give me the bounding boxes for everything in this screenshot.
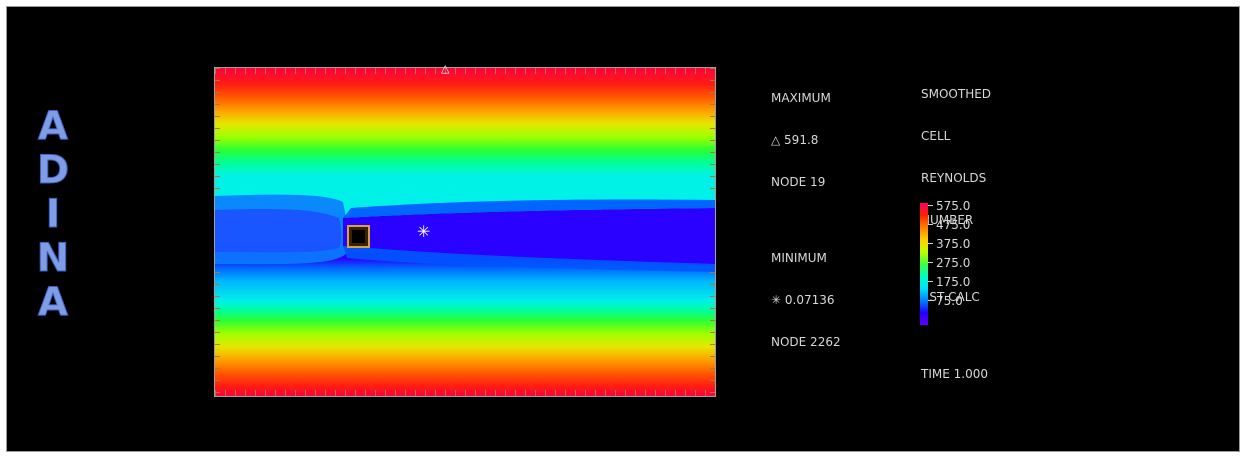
colorbar-label: 75.0 [936,294,963,308]
minimum-node: NODE 2262 [771,335,841,349]
minimum-value: ✳ 0.07136 [771,293,835,307]
contour-plot[interactable] [214,67,716,397]
result-description: SMOOTHED CELL REYNOLDS NUMBER RST CALC T… [921,59,991,409]
colorbar-label: 275.0 [936,256,971,270]
result-line: SMOOTHED [921,87,992,101]
colorbar-label: 175.0 [936,275,971,289]
viewport-frame: A D I N A △ ✳ MAXIMUM △ 591.8 NODE 19 MI… [6,6,1240,452]
colorbar-tick [928,262,933,263]
logo-letter: I [45,192,61,237]
colorbar-label: 375.0 [936,237,971,251]
colorbar-label: 575.0 [936,199,971,213]
logo-letter: A [37,104,69,149]
time-label: TIME 1.000 [921,367,988,381]
colorbar-tick [928,243,933,244]
colorbar-tick [928,224,933,225]
colorbar-tick [928,281,933,282]
maximum-label: MAXIMUM [771,91,831,105]
logo-letter: D [36,148,70,193]
result-line: CELL [921,129,951,143]
result-line: NUMBER [921,213,974,227]
colorbar-label: 475.0 [936,218,971,232]
mesh-ticks-top [215,68,715,74]
colorbar [920,203,928,325]
result-line: REYNOLDS [921,171,987,185]
colorbar-tick [928,205,933,206]
maximum-value: △ 591.8 [771,133,819,147]
adina-logo: A D I N A [33,104,73,325]
extrema-block: MAXIMUM △ 591.8 NODE 19 MINIMUM ✳ 0.0713… [771,63,841,377]
wake-overlay [215,194,715,272]
minimum-label: MINIMUM [771,251,827,265]
logo-letter: N [36,236,70,281]
minimum-marker: ✳ [417,222,431,241]
mesh-ticks-bottom [215,390,715,396]
maximum-node: NODE 19 [771,175,826,189]
logo-letter: A [37,280,69,325]
colorbar-tick [928,300,933,301]
maximum-marker: △ [441,62,450,75]
